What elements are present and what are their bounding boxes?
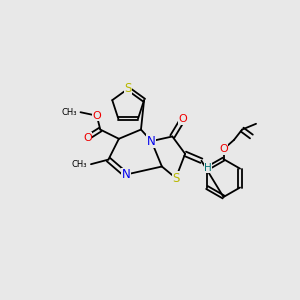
Text: O: O [178, 114, 187, 124]
Text: O: O [219, 144, 228, 154]
Text: N: N [147, 135, 156, 148]
Text: CH₃: CH₃ [61, 108, 77, 117]
Text: O: O [83, 133, 92, 142]
Text: N: N [122, 168, 130, 181]
Text: O: O [92, 111, 101, 121]
Text: S: S [124, 82, 132, 95]
Text: CH₃: CH₃ [72, 160, 88, 169]
Text: H: H [204, 163, 212, 173]
Text: S: S [172, 172, 179, 184]
